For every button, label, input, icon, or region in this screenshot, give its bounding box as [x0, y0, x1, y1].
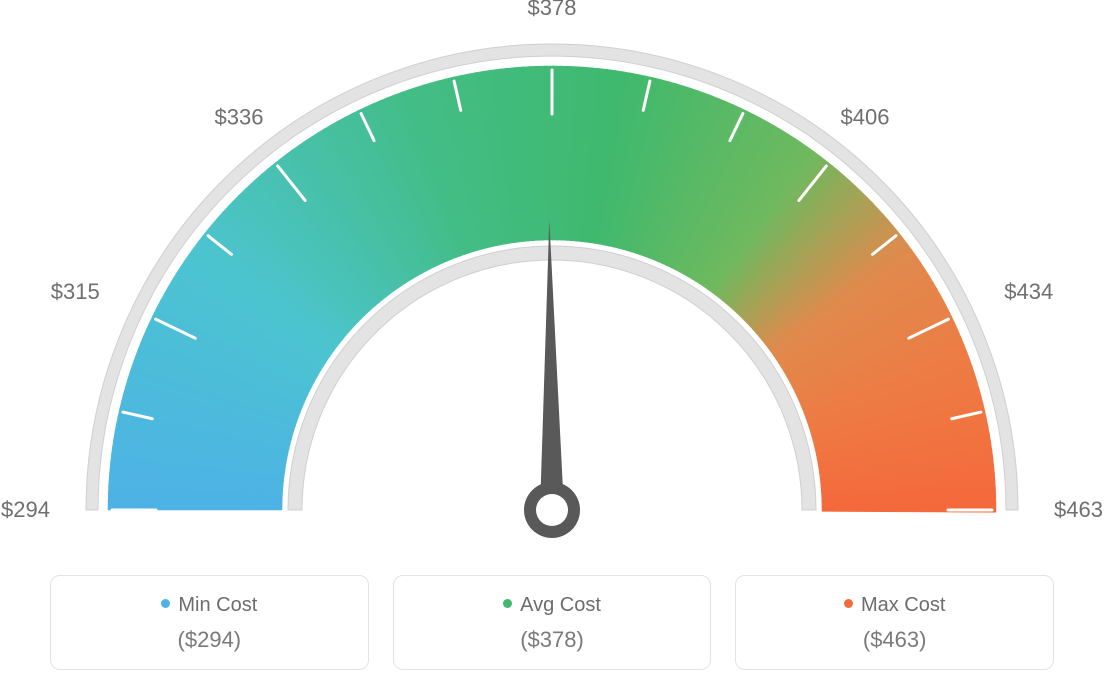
min-cost-label: Min Cost — [178, 594, 257, 616]
max-cost-label: Max Cost — [861, 594, 945, 616]
svg-text:$406: $406 — [841, 105, 890, 130]
legend-cards: Min Cost ($294) Avg Cost ($378) Max Cost… — [50, 575, 1054, 670]
avg-cost-card: Avg Cost ($378) — [393, 575, 712, 670]
svg-text:$378: $378 — [528, 0, 577, 20]
min-dot-icon — [161, 599, 170, 608]
avg-cost-value: ($378) — [404, 627, 701, 653]
gauge-chart: $294 $315 $336 $378 $406 $434 $463 — [0, 0, 1104, 560]
avg-cost-label: Avg Cost — [520, 594, 601, 616]
max-dot-icon — [844, 599, 853, 608]
svg-text:$336: $336 — [215, 105, 264, 130]
min-cost-title: Min Cost — [61, 594, 358, 617]
max-cost-value: ($463) — [746, 627, 1043, 653]
svg-text:$463: $463 — [1054, 497, 1103, 522]
avg-dot-icon — [503, 599, 512, 608]
min-cost-card: Min Cost ($294) — [50, 575, 369, 670]
max-cost-card: Max Cost ($463) — [735, 575, 1054, 670]
cost-gauge-container: $294 $315 $336 $378 $406 $434 $463 Min Cost ($… — [0, 0, 1104, 690]
svg-text:$434: $434 — [1004, 279, 1053, 304]
avg-cost-title: Avg Cost — [404, 594, 701, 617]
min-cost-value: ($294) — [61, 627, 358, 653]
max-cost-title: Max Cost — [746, 594, 1043, 617]
svg-text:$294: $294 — [1, 497, 50, 522]
svg-text:$315: $315 — [51, 279, 100, 304]
